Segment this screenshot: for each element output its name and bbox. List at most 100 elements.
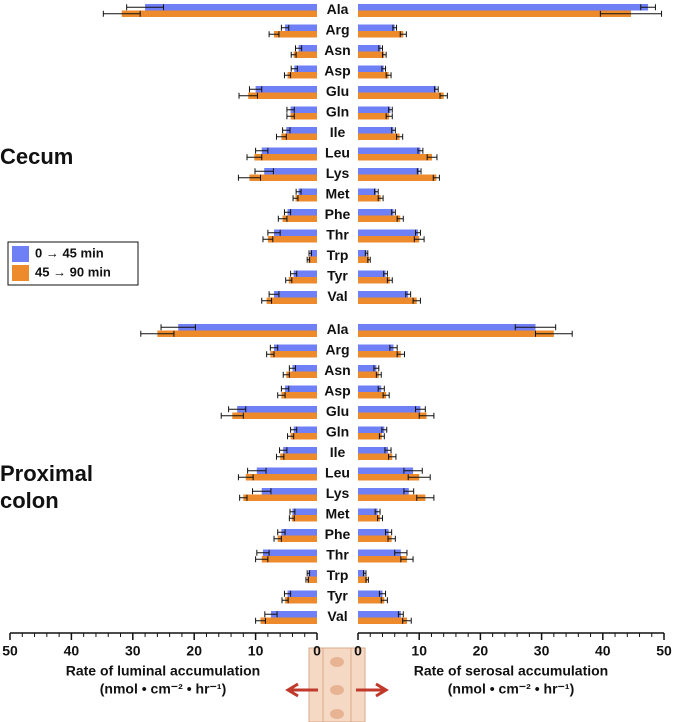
bar: [262, 549, 317, 556]
bar: [310, 250, 317, 257]
bar: [358, 209, 394, 216]
error-bar: [373, 365, 380, 372]
category-label: Ala: [327, 321, 349, 337]
bar: [243, 494, 317, 501]
bar: [358, 229, 418, 236]
bar: [145, 4, 317, 11]
error-bar: [364, 250, 369, 257]
error-bar: [283, 209, 292, 216]
bar: [290, 433, 317, 440]
bar: [358, 256, 370, 263]
error-bar: [288, 365, 297, 372]
bar: [285, 24, 317, 31]
bar: [358, 406, 421, 413]
error-bar: [399, 31, 407, 38]
error-bar: [247, 467, 267, 474]
error-bar: [220, 412, 244, 419]
bar: [286, 371, 317, 378]
error-bar: [275, 133, 287, 140]
bar: [358, 250, 367, 257]
x-tick-label: 40: [64, 643, 80, 659]
legend-swatch: [12, 265, 29, 281]
error-bar: [396, 215, 404, 222]
bar: [358, 590, 383, 597]
x-axis-title: Rate of serosal accumulation: [414, 663, 609, 679]
error-bar: [391, 127, 396, 134]
error-bar: [279, 447, 288, 454]
bar: [358, 488, 409, 495]
bar: [358, 24, 395, 31]
legend-label: 45 → 90 min: [35, 264, 111, 279]
error-bar: [288, 515, 295, 522]
bar: [358, 113, 390, 120]
bar: [298, 188, 317, 195]
cell-icon: [285, 647, 389, 722]
bar: [285, 597, 317, 604]
bar: [358, 549, 401, 556]
error-bar: [237, 174, 262, 181]
bar: [358, 72, 389, 79]
bar: [308, 256, 317, 263]
error-bar: [228, 406, 247, 413]
bar: [270, 611, 317, 618]
error-bar: [246, 154, 263, 161]
bar: [358, 617, 407, 624]
error-bar: [281, 597, 289, 604]
bar: [358, 412, 427, 419]
error-bar: [388, 453, 397, 460]
error-bar: [400, 556, 414, 563]
error-bar: [389, 344, 398, 351]
error-bar: [305, 576, 309, 583]
category-label: Leu: [325, 465, 350, 481]
error-bar: [416, 168, 422, 175]
x-axis-units: (nmol • cm⁻² • hr⁻¹): [448, 681, 574, 697]
bar: [293, 270, 317, 277]
error-bar: [415, 406, 426, 413]
error-bar: [237, 474, 254, 481]
error-bar: [385, 529, 393, 536]
bar: [291, 515, 317, 522]
category-label: Asp: [324, 63, 350, 79]
category-label: Thr: [326, 227, 349, 243]
legend-box: [7, 241, 139, 286]
error-bar: [382, 392, 390, 399]
category-label: Tyr: [327, 588, 348, 604]
error-bar: [396, 351, 406, 358]
bar: [287, 209, 317, 216]
bar: [287, 590, 317, 597]
error-bar: [239, 494, 248, 501]
bar: [285, 385, 317, 392]
error-bar: [290, 426, 298, 433]
category-label: Val: [327, 608, 347, 624]
bar: [358, 195, 381, 202]
category-label: Val: [327, 288, 347, 304]
bar: [358, 127, 394, 134]
x-tick-label: 30: [125, 643, 141, 659]
bar: [358, 277, 390, 284]
bar: [358, 597, 385, 604]
error-bar: [238, 92, 258, 99]
category-label: Met: [325, 186, 349, 202]
error-bar: [262, 236, 274, 243]
bar: [121, 10, 317, 17]
error-bar: [385, 72, 392, 79]
bar: [254, 154, 317, 161]
error-bar: [261, 297, 273, 304]
category-label: Phe: [325, 526, 351, 542]
error-bar: [402, 617, 412, 624]
error-bar: [268, 31, 280, 38]
category-label: Asp: [324, 383, 350, 399]
error-bar: [415, 229, 421, 236]
error-bar: [264, 611, 278, 618]
x-tick-label: 20: [473, 643, 489, 659]
bar: [358, 494, 426, 501]
error-bar: [397, 611, 404, 618]
bar: [358, 4, 649, 11]
bar: [232, 412, 317, 419]
bar: [358, 133, 400, 140]
bar: [358, 45, 381, 52]
bar: [307, 576, 317, 583]
bar: [282, 215, 317, 222]
